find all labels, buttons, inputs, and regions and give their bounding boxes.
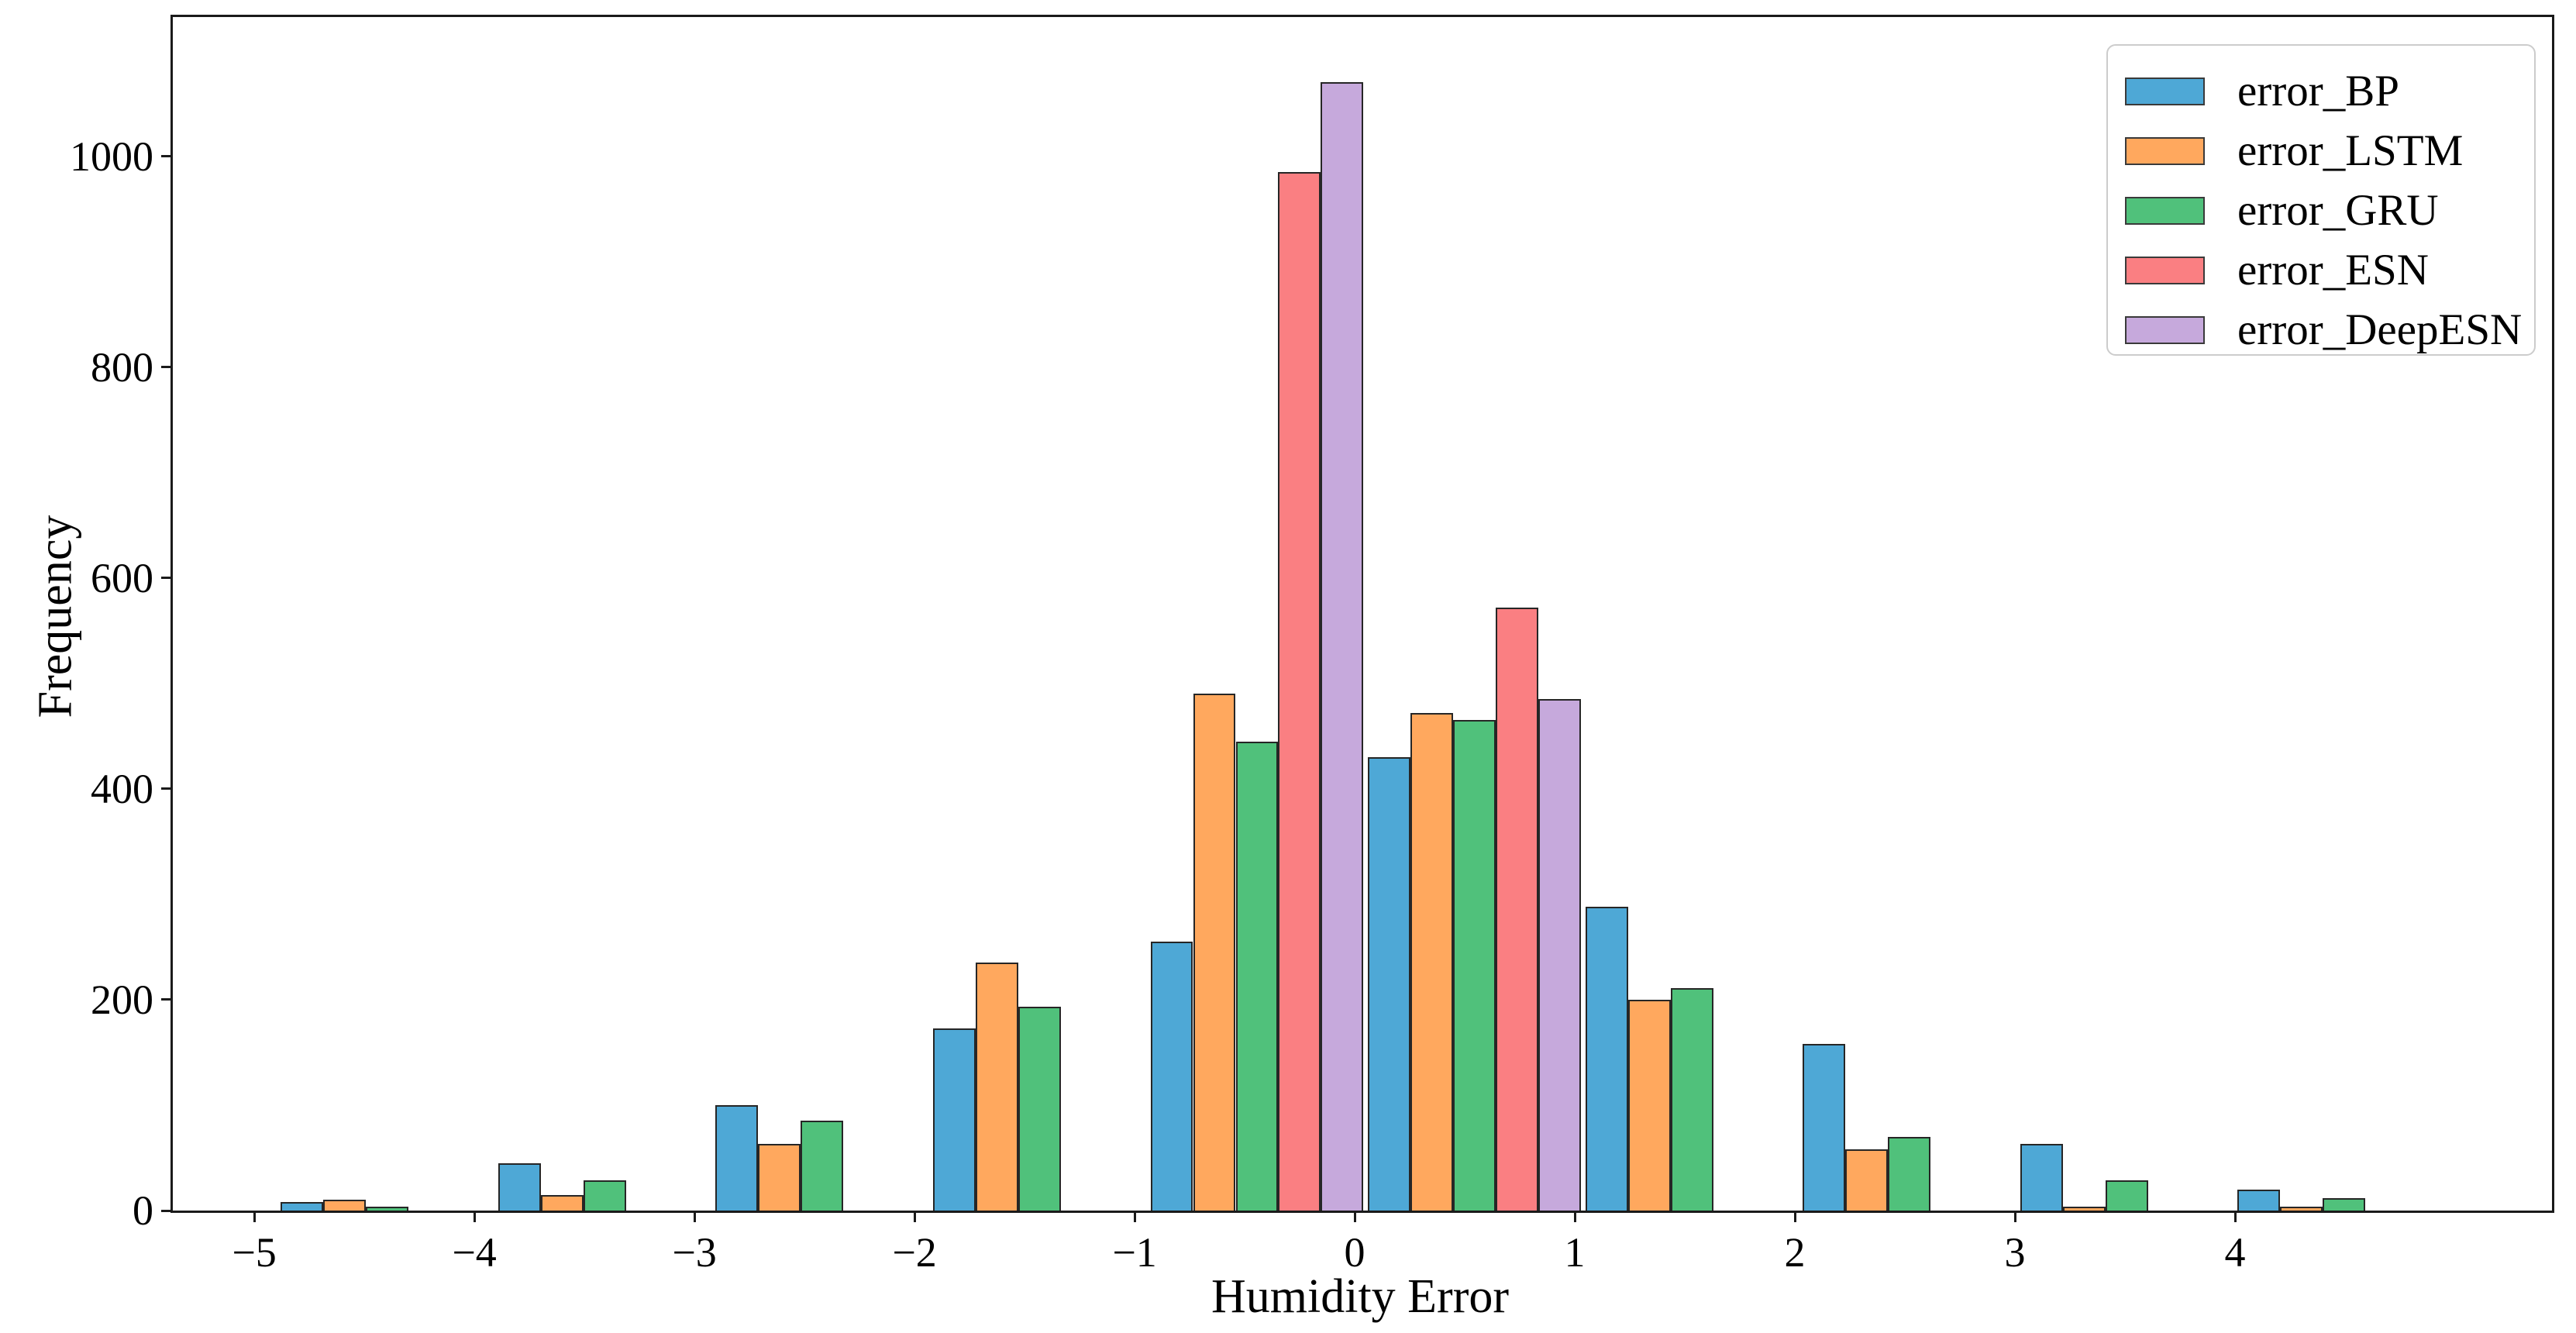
bar-error_GRU-bin7 — [1888, 1136, 1931, 1211]
legend-item-error_DeepESN: error_DeepESN — [2125, 300, 2534, 360]
x-tick-label: −1 — [1112, 1229, 1157, 1276]
legend-item-error_LSTM: error_LSTM — [2125, 121, 2534, 181]
bar-error_LSTM-bin8 — [2062, 1206, 2106, 1211]
bar-error_LSTM-bin2 — [758, 1144, 801, 1211]
x-tick-mark — [1353, 1211, 1356, 1222]
bar-error_LSTM-bin6 — [1627, 999, 1671, 1211]
legend-swatch-error_DeepESN — [2125, 315, 2205, 344]
bar-error_LSTM-bin5 — [1410, 712, 1454, 1211]
x-tick-mark — [1133, 1211, 1136, 1222]
y-tick-mark — [161, 155, 173, 158]
x-tick-mark — [2013, 1211, 2016, 1222]
bar-error_BP-bin4 — [1150, 942, 1193, 1211]
bar-error_LSTM-bin0 — [323, 1200, 367, 1211]
y-tick-mark — [161, 1209, 173, 1212]
x-tick-label: 2 — [1784, 1229, 1806, 1276]
x-tick-mark — [693, 1211, 696, 1222]
legend-item-error_GRU: error_GRU — [2125, 181, 2534, 240]
x-tick-label: −4 — [452, 1229, 497, 1276]
x-tick-label: −3 — [672, 1229, 717, 1276]
x-tick-mark — [473, 1211, 476, 1222]
legend-label: error_BP — [2237, 66, 2399, 115]
bar-error_BP-bin8 — [2020, 1144, 2063, 1211]
legend-label: error_ESN — [2237, 245, 2429, 294]
bar-error_GRU-bin0 — [366, 1206, 409, 1211]
y-tick-label: 1000 — [70, 133, 153, 180]
bar-error_BP-bin7 — [1803, 1044, 1846, 1211]
legend-item-error_BP: error_BP — [2125, 61, 2534, 121]
bar-error_GRU-bin1 — [583, 1180, 626, 1211]
y-axis-label: Frequency — [29, 515, 82, 718]
bar-error_BP-bin5 — [1368, 757, 1411, 1211]
x-tick-label: 1 — [1564, 1229, 1586, 1276]
bar-error_BP-bin6 — [1585, 907, 1628, 1211]
y-tick-mark — [161, 787, 173, 790]
bar-error_DeepESN-bin4 — [1321, 82, 1364, 1211]
legend-label: error_GRU — [2237, 185, 2439, 235]
legend-swatch-error_ESN — [2125, 256, 2205, 284]
x-tick-label: 3 — [2004, 1229, 2026, 1276]
x-tick-label: −5 — [232, 1229, 277, 1276]
bar-error_LSTM-bin4 — [1193, 694, 1236, 1211]
x-tick-label: 4 — [2224, 1229, 2246, 1276]
bar-error_BP-bin0 — [281, 1202, 324, 1211]
y-tick-mark — [161, 366, 173, 369]
bar-error_GRU-bin2 — [801, 1121, 844, 1211]
x-tick-mark — [1573, 1211, 1576, 1222]
legend-swatch-error_GRU — [2125, 196, 2205, 225]
bar-error_GRU-bin9 — [2323, 1197, 2366, 1211]
y-tick-label: 0 — [133, 1187, 153, 1234]
x-tick-mark — [253, 1211, 256, 1222]
bar-error_GRU-bin4 — [1235, 741, 1279, 1211]
bar-error_DeepESN-bin5 — [1538, 699, 1582, 1211]
bar-error_BP-bin1 — [498, 1162, 541, 1211]
x-axis-label: Humidity Error — [1211, 1270, 1509, 1323]
bar-error_LSTM-bin3 — [975, 963, 1018, 1211]
bar-error_BP-bin2 — [715, 1104, 759, 1211]
bar-error_LSTM-bin1 — [540, 1194, 584, 1211]
bar-error_GRU-bin5 — [1453, 720, 1496, 1211]
legend-label: error_LSTM — [2237, 126, 2464, 175]
bar-error_BP-bin3 — [932, 1028, 976, 1211]
x-tick-mark — [1793, 1211, 1796, 1222]
bar-error_GRU-bin3 — [1018, 1007, 1061, 1211]
y-tick-label: 400 — [91, 765, 153, 812]
x-tick-mark — [913, 1211, 916, 1222]
y-tick-mark — [161, 998, 173, 1001]
legend-swatch-error_LSTM — [2125, 136, 2205, 165]
bar-error_LSTM-bin9 — [2280, 1206, 2323, 1211]
y-tick-label: 600 — [91, 554, 153, 601]
x-tick-label: −2 — [892, 1229, 937, 1276]
bar-error_GRU-bin8 — [2105, 1180, 2148, 1211]
legend-swatch-error_BP — [2125, 77, 2205, 105]
y-tick-mark — [161, 577, 173, 580]
x-tick-mark — [2233, 1211, 2237, 1222]
bar-error_GRU-bin6 — [1670, 987, 1713, 1211]
bar-error_ESN-bin4 — [1278, 171, 1321, 1211]
y-tick-label: 800 — [91, 343, 153, 391]
y-tick-label: 200 — [91, 976, 153, 1023]
legend-label: error_DeepESN — [2237, 305, 2523, 354]
legend-item-error_ESN: error_ESN — [2125, 240, 2534, 300]
x-tick-label: 0 — [1344, 1229, 1365, 1276]
bar-error_BP-bin9 — [2237, 1189, 2281, 1211]
bar-error_ESN-bin5 — [1496, 607, 1539, 1211]
bar-error_LSTM-bin7 — [1845, 1149, 1889, 1211]
